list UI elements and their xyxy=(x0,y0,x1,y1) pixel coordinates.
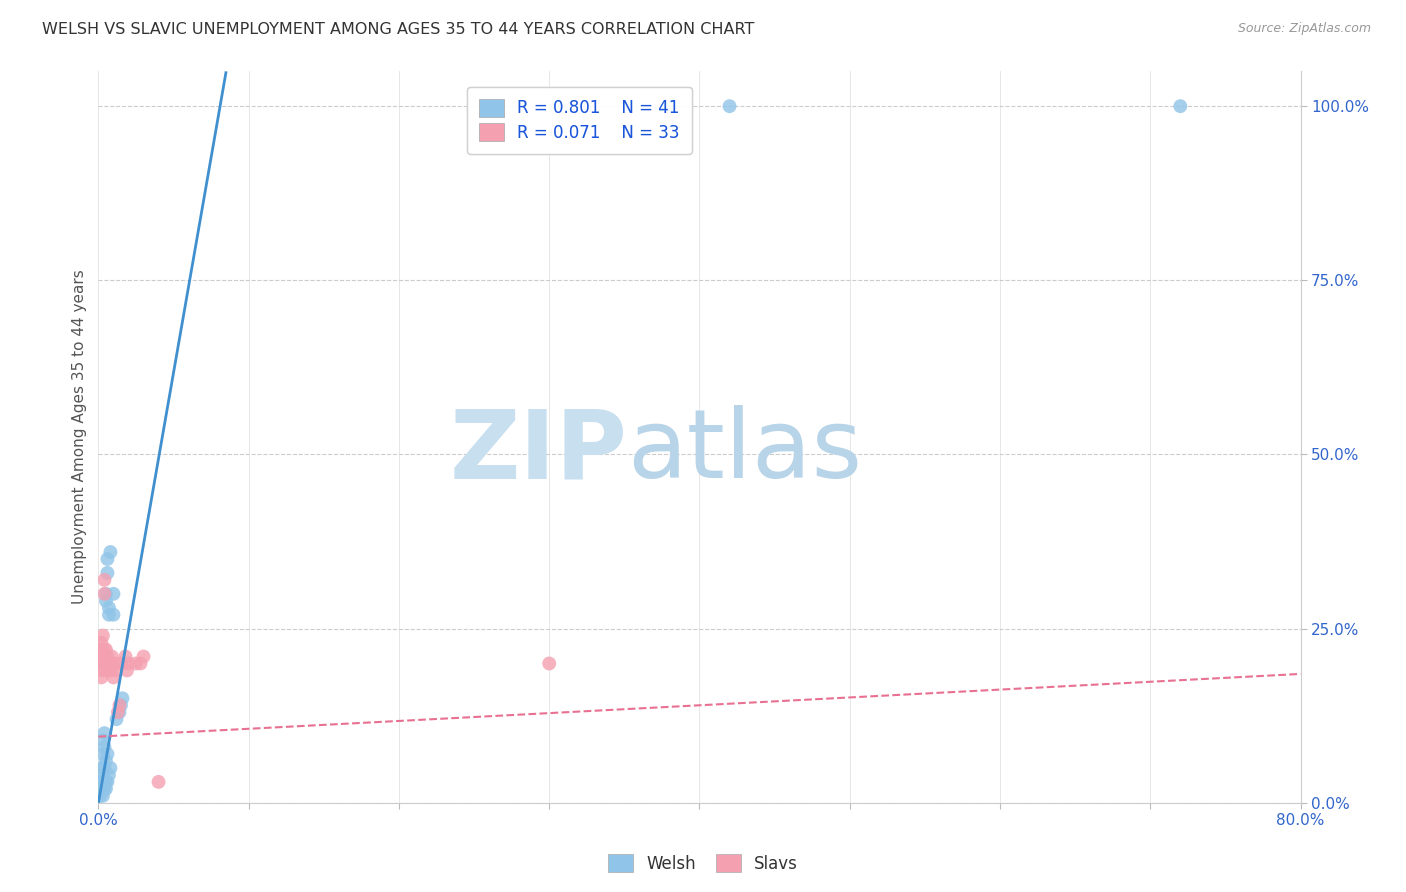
Point xyxy=(103,670,125,684)
Text: ZIP: ZIP xyxy=(450,405,627,499)
Point xyxy=(90,657,112,671)
Point xyxy=(538,657,561,671)
Point xyxy=(90,781,112,796)
Point xyxy=(658,99,681,113)
Point xyxy=(91,781,114,796)
Point xyxy=(111,691,134,706)
Point xyxy=(97,607,120,622)
Point xyxy=(132,649,155,664)
Point xyxy=(108,705,131,719)
Point xyxy=(105,712,128,726)
Point xyxy=(103,587,125,601)
Point xyxy=(100,761,122,775)
Point xyxy=(96,747,118,761)
Point xyxy=(89,789,111,803)
Point xyxy=(94,642,117,657)
Point xyxy=(94,594,117,608)
Point xyxy=(89,775,111,789)
Point xyxy=(110,657,132,671)
Point xyxy=(93,657,115,671)
Point xyxy=(94,587,117,601)
Y-axis label: Unemployment Among Ages 35 to 44 years: Unemployment Among Ages 35 to 44 years xyxy=(72,269,87,605)
Point xyxy=(91,789,114,803)
Point xyxy=(94,775,117,789)
Point xyxy=(129,657,152,671)
Point xyxy=(718,99,741,113)
Point xyxy=(90,775,112,789)
Point xyxy=(94,754,117,768)
Point xyxy=(93,761,115,775)
Point xyxy=(89,642,111,657)
Point xyxy=(93,573,115,587)
Text: Source: ZipAtlas.com: Source: ZipAtlas.com xyxy=(1237,22,1371,36)
Point xyxy=(91,747,114,761)
Point xyxy=(90,761,112,775)
Point xyxy=(91,768,114,782)
Point xyxy=(91,733,114,747)
Text: atlas: atlas xyxy=(627,405,862,499)
Point xyxy=(90,785,112,799)
Point xyxy=(93,726,115,740)
Point xyxy=(93,781,115,796)
Point xyxy=(90,635,112,649)
Point xyxy=(96,649,118,664)
Point xyxy=(91,649,114,664)
Point xyxy=(97,600,120,615)
Legend: Welsh, Slavs: Welsh, Slavs xyxy=(602,847,804,880)
Point xyxy=(148,775,170,789)
Point xyxy=(94,657,117,671)
Point xyxy=(93,642,115,657)
Point xyxy=(93,775,115,789)
Point xyxy=(1170,99,1192,113)
Legend: R = 0.801    N = 41, R = 0.071    N = 33: R = 0.801 N = 41, R = 0.071 N = 33 xyxy=(467,87,692,153)
Point xyxy=(100,664,122,678)
Point xyxy=(101,649,124,664)
Point xyxy=(114,649,136,664)
Point xyxy=(96,566,118,580)
Point xyxy=(90,670,112,684)
Point xyxy=(91,664,114,678)
Point xyxy=(91,629,114,643)
Point xyxy=(97,657,120,671)
Point xyxy=(125,657,148,671)
Point xyxy=(115,664,138,678)
Point xyxy=(96,775,118,789)
Point xyxy=(94,781,117,796)
Text: WELSH VS SLAVIC UNEMPLOYMENT AMONG AGES 35 TO 44 YEARS CORRELATION CHART: WELSH VS SLAVIC UNEMPLOYMENT AMONG AGES … xyxy=(42,22,755,37)
Point xyxy=(96,552,118,566)
Point xyxy=(93,587,115,601)
Point xyxy=(89,657,111,671)
Point xyxy=(100,545,122,559)
Point xyxy=(97,768,120,782)
Point xyxy=(89,781,111,796)
Point xyxy=(108,698,131,713)
Point xyxy=(110,698,132,713)
Point xyxy=(107,705,129,719)
Point xyxy=(104,657,127,671)
Point xyxy=(91,775,114,789)
Point xyxy=(93,740,115,755)
Point xyxy=(96,664,118,678)
Point xyxy=(117,657,139,671)
Point xyxy=(103,607,125,622)
Point xyxy=(105,664,128,678)
